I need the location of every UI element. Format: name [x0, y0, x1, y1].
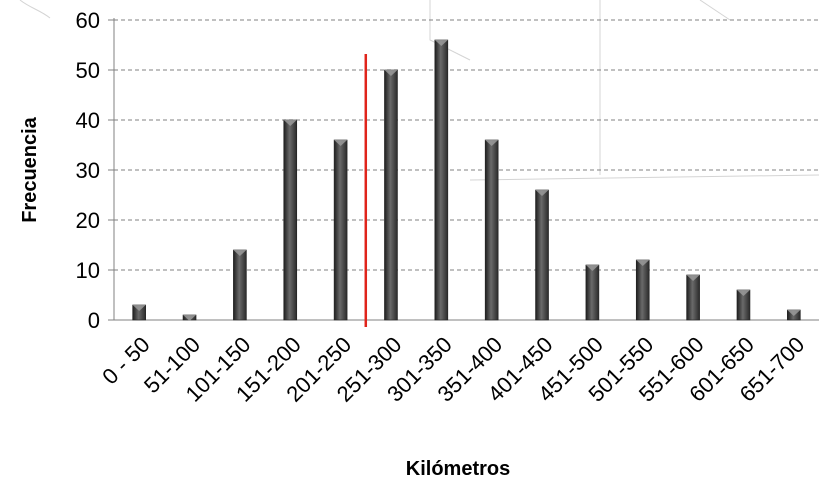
background-map-lines	[19, 0, 819, 181]
bar	[182, 314, 197, 321]
bar	[686, 274, 700, 321]
y-tick-label: 0	[88, 308, 100, 333]
bar	[434, 39, 449, 321]
x-axis-title: Kilómetros	[406, 458, 510, 480]
y-tick-label: 30	[76, 158, 100, 183]
y-tick-label: 40	[76, 108, 100, 133]
bar	[635, 259, 650, 321]
y-axis-title: Frecuencia	[19, 116, 41, 222]
bar	[585, 264, 600, 321]
bar	[132, 304, 146, 321]
bar	[535, 189, 549, 321]
bar	[736, 289, 751, 321]
bar	[283, 119, 298, 321]
y-tick-label: 20	[76, 208, 100, 233]
bar	[484, 139, 499, 321]
axes	[108, 18, 819, 321]
bar	[233, 249, 247, 321]
x-tick-labels: 0 - 5051-100101-150151-200201-250251-300…	[97, 332, 809, 407]
y-tick-label: 10	[76, 258, 100, 283]
bar	[787, 309, 801, 321]
bar	[333, 139, 348, 321]
y-tick-label: 50	[76, 58, 100, 83]
y-tick-label: 60	[76, 8, 100, 33]
y-tick-labels: 0 10 20 30 40 50 60	[76, 8, 100, 333]
bar	[384, 69, 398, 321]
bars	[132, 39, 801, 321]
gridlines	[114, 19, 819, 271]
